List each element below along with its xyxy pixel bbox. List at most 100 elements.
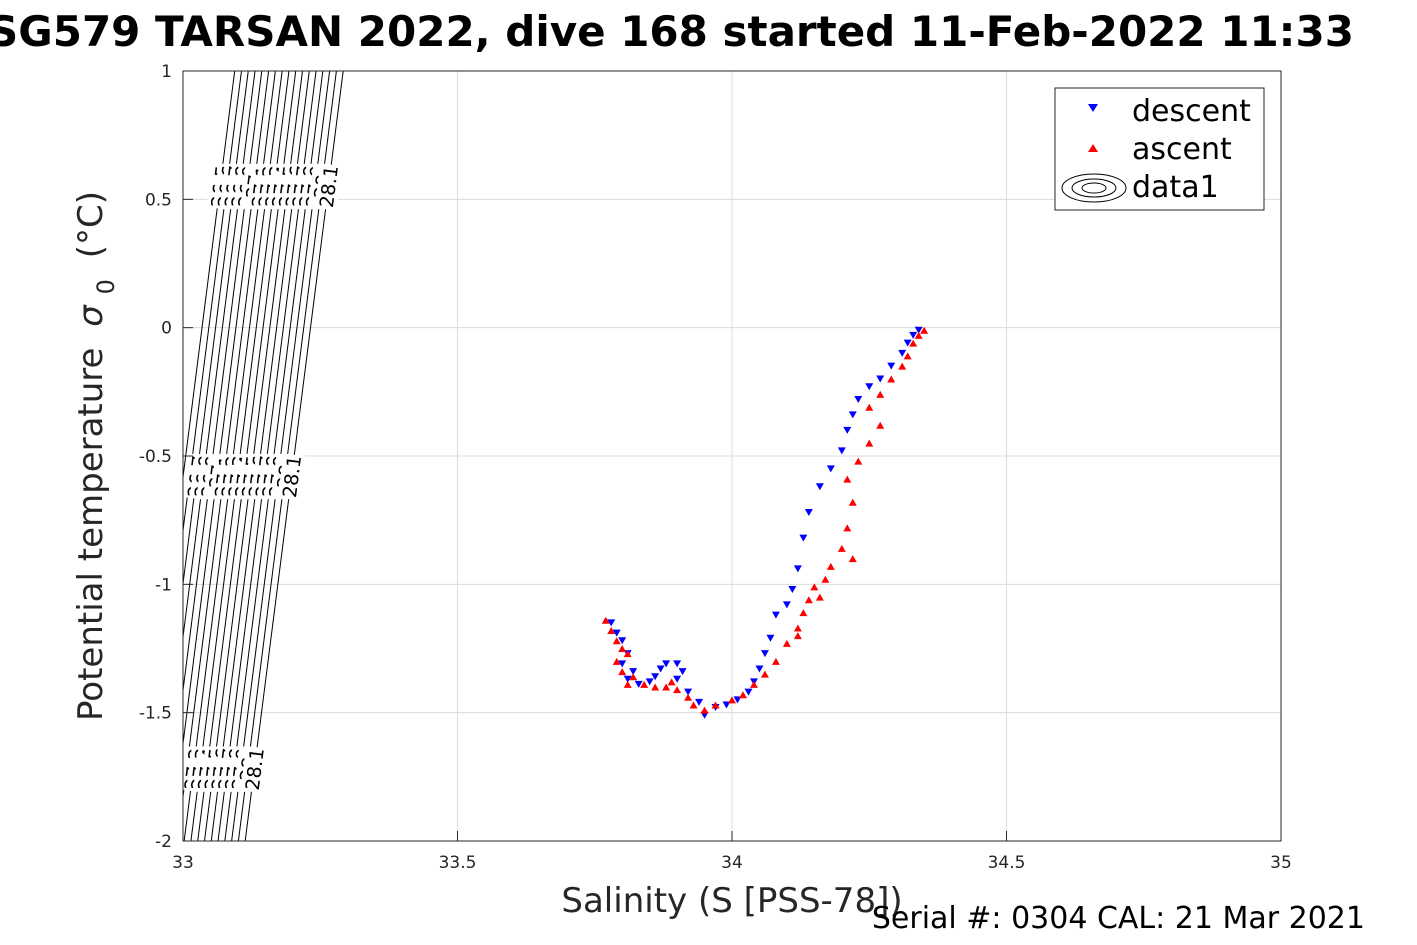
svg-text:28.1: 28.1 [242, 747, 269, 792]
descent-point [837, 447, 846, 455]
descent-point [854, 396, 863, 404]
ascent-point [865, 403, 874, 411]
ascent-point [629, 673, 638, 681]
contour-label: 28.1 [240, 745, 269, 793]
descent-point [848, 411, 857, 419]
ascent-point [876, 421, 885, 429]
svg-text:28.1: 28.1 [279, 454, 306, 499]
descent-point [788, 585, 797, 593]
ascent-point [689, 701, 698, 709]
descent-point [612, 629, 621, 637]
descent-point [618, 637, 627, 645]
legend-box [1054, 87, 1265, 211]
ascent-point [623, 680, 632, 688]
legend-descent-marker [1088, 104, 1098, 112]
descent-point [760, 650, 769, 658]
x-tick-label: 34.5 [988, 853, 1026, 873]
ascent-point [607, 627, 616, 635]
descent-point [843, 426, 852, 434]
ascent-point [612, 637, 621, 645]
x-axis-ticks: 33 33.5 34 34.5 35 [172, 831, 1292, 873]
legend-data1-label: data1 [1132, 170, 1219, 205]
ascent-point [865, 439, 874, 447]
legend-ascent-marker [1088, 144, 1098, 152]
ascent-point [760, 670, 769, 678]
descent-point [618, 660, 627, 668]
contour-labels: 26.526.626.726.726.826.826.926.9272727.1… [179, 163, 343, 793]
y-tick-label: -2 [155, 832, 172, 852]
svg-text:28.1: 28.1 [316, 164, 343, 209]
svg-text:Potential temperature σ: Potential temperature σ 0 (°C) [71, 191, 123, 721]
ascent-point [662, 683, 671, 691]
legend: descent ascent data1 [1054, 87, 1265, 211]
descent-point [695, 698, 704, 706]
ascent-point [749, 680, 758, 688]
descent-point [887, 362, 896, 370]
ascent-point [810, 583, 819, 591]
descent-point [826, 465, 835, 473]
descent-point [799, 534, 808, 542]
descent-point [656, 665, 665, 673]
ascent-point [903, 352, 912, 360]
descent-point [914, 326, 923, 334]
descent-point [634, 680, 643, 688]
ascent-point [887, 375, 896, 383]
descent-point [898, 349, 907, 357]
ascent-series [601, 326, 929, 714]
ascent-point [700, 706, 709, 714]
descent-point [793, 565, 802, 573]
ascent-point [815, 593, 824, 601]
serial-cal-footer: Serial #: 0304 CAL: 21 Mar 2021 [872, 901, 1365, 936]
ascent-point [848, 555, 857, 563]
descent-point [607, 619, 616, 627]
ascent-point [640, 680, 649, 688]
y-axis-label-sigma: σ [71, 304, 111, 327]
ascent-point [920, 326, 929, 334]
ascent-point [848, 498, 857, 506]
descent-point [766, 634, 775, 642]
descent-point [645, 678, 654, 686]
descent-point [804, 508, 813, 516]
ascent-point [876, 390, 885, 398]
ascent-point [673, 686, 682, 694]
ascent-point [612, 657, 621, 665]
ascent-point [618, 645, 627, 652]
y-tick-label: -1.5 [139, 704, 172, 724]
descent-point [782, 601, 791, 609]
ascent-point [738, 691, 747, 699]
contour-label: 28.1 [314, 163, 343, 210]
legend-descent-label: descent [1132, 94, 1251, 129]
x-tick-label: 34 [721, 853, 743, 873]
ascent-point [667, 678, 676, 686]
descent-point [909, 331, 918, 339]
y-axis-label-subscript: 0 [92, 279, 120, 294]
descent-point [771, 611, 780, 619]
ascent-point [837, 544, 846, 552]
ascent-point [804, 596, 813, 604]
descent-point [755, 665, 764, 673]
descent-point [673, 675, 682, 683]
descent-point [629, 668, 638, 676]
ascent-point [898, 362, 907, 370]
ascent-point [601, 616, 610, 624]
x-tick-label: 33 [172, 853, 194, 873]
ascent-point [782, 639, 791, 647]
x-tick-label: 35 [1270, 853, 1292, 873]
ascent-point [651, 683, 660, 691]
y-axis-label: Potential temperature σ 0 (°C) [71, 191, 123, 721]
contour-label: 28.1 [277, 453, 306, 500]
descent-point [903, 339, 912, 347]
descent-point [684, 688, 693, 696]
y-tick-label: -1 [155, 575, 172, 595]
descent-point [673, 660, 682, 668]
ascent-point [618, 668, 627, 676]
descent-point [623, 675, 632, 683]
ascent-point [799, 609, 808, 617]
ascent-point [909, 339, 918, 347]
descent-point [865, 383, 874, 391]
descent-point [815, 483, 824, 491]
y-axis-ticks: 1 0.5 0 -0.5 -1 -1.5 -2 [139, 62, 193, 852]
ascent-point [771, 657, 780, 665]
ascent-point [843, 475, 852, 483]
